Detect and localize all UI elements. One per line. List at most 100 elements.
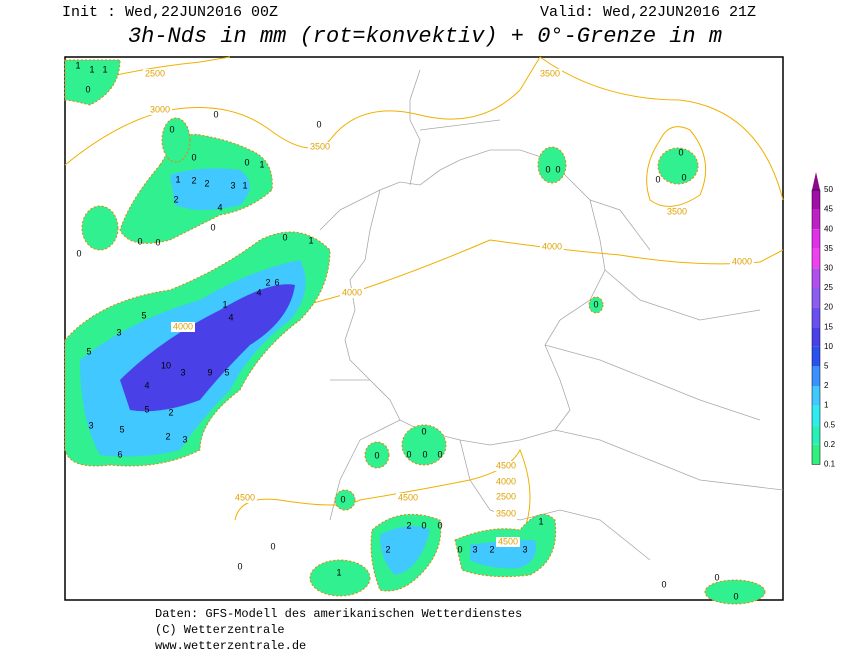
- legend-swatch: [812, 268, 820, 288]
- precip-label: 0: [655, 174, 660, 184]
- contour-labels: 2500300035003500350040004000400040004500…: [143, 68, 754, 547]
- precip-label: 2: [265, 277, 270, 287]
- precip-label: 1: [259, 159, 264, 169]
- precip-label: 3: [88, 420, 93, 430]
- precip-label: 0: [714, 572, 719, 582]
- precip-label: 4: [256, 287, 261, 297]
- precip-label: 0: [678, 147, 683, 157]
- freezing-level-label: 4000: [542, 241, 562, 251]
- legend-label: 0.1: [824, 460, 836, 469]
- freezing-level-label: 4500: [398, 492, 418, 502]
- legend: 50 45 40 35 30 25 20 15 10 5 2 1 0.5 0.2 0.1: [811, 172, 836, 469]
- legend-label: 20: [824, 303, 833, 312]
- legend-label: 45: [824, 205, 833, 214]
- legend-swatch: [812, 346, 820, 367]
- precip-label: 0: [155, 237, 160, 247]
- label-bg: [494, 492, 518, 502]
- precip-label: 5: [144, 404, 149, 414]
- precip-label: 2: [489, 544, 494, 554]
- precip-label: 0: [593, 299, 598, 309]
- legend-label: 40: [824, 224, 833, 233]
- legend-swatch: [812, 190, 820, 210]
- legend-label: 0.5: [824, 420, 836, 429]
- legend-swatch: [812, 444, 820, 465]
- precip-label: 4: [144, 380, 149, 390]
- borders: [319, 69, 784, 561]
- precip-label: 3: [182, 434, 187, 444]
- precip-label: 1: [222, 299, 227, 309]
- label-bg: [308, 142, 332, 152]
- valid-time: Valid: Wed,22JUN2016 21Z: [540, 4, 756, 21]
- precip-label: 0: [661, 579, 666, 589]
- label-bg: [538, 69, 562, 79]
- precip-label: 0: [270, 541, 275, 551]
- precip-label: 1: [308, 235, 313, 245]
- precip-label: 2: [204, 178, 209, 188]
- freezing-level-label: 4500: [235, 492, 255, 502]
- label-bg: [233, 493, 257, 503]
- precip-label: 0: [137, 236, 142, 246]
- legend-arrow: [812, 172, 820, 190]
- precip-label: 0: [733, 591, 738, 601]
- legend-frame: [811, 189, 821, 465]
- precip-label: 0: [210, 222, 215, 232]
- label-bg: [540, 242, 564, 252]
- label-bg: [494, 509, 518, 519]
- freezing-level-label: 3500: [310, 141, 330, 151]
- init-time: Init : Wed,22JUN2016 00Z: [62, 4, 278, 21]
- freezing-level-label: 2500: [496, 491, 516, 501]
- map-title: 3h-Nds in mm (rot=konvektiv) + 0°-Grenze…: [128, 24, 722, 49]
- precip-label: 2: [191, 175, 196, 185]
- precip-label: 1: [75, 60, 80, 70]
- precip-label: 0: [421, 426, 426, 436]
- label-bg: [148, 105, 172, 115]
- freezing-level-label: 4000: [342, 287, 362, 297]
- legend-label: 50: [824, 185, 833, 194]
- precip-label: 0: [191, 152, 196, 162]
- freezing-level-label: 4500: [498, 536, 518, 546]
- label-bg: [396, 493, 420, 503]
- freezing-level-label: 3500: [496, 508, 516, 518]
- freezing-level-label: 3000: [150, 104, 170, 114]
- legend-swatch: [812, 248, 820, 269]
- legend-label: 30: [824, 264, 833, 273]
- freezing-level-label: 3500: [667, 206, 687, 216]
- precip-label: 0: [76, 248, 81, 258]
- legend-label: 2: [824, 381, 829, 390]
- precip-label: 4: [217, 202, 222, 212]
- precip-label: 0: [316, 119, 321, 129]
- label-bg: [143, 69, 167, 79]
- label-bg: [494, 477, 518, 487]
- precip-label: 0: [374, 450, 379, 460]
- precip-label: 10: [161, 360, 171, 370]
- precip-label: 0: [437, 449, 442, 459]
- legend-label: 15: [824, 322, 833, 331]
- freezing-level-label: 4000: [496, 476, 516, 486]
- label-bg: [171, 322, 195, 332]
- footer-line: Daten: GFS-Modell des amerikanischen Wet…: [155, 607, 522, 621]
- legend-swatch: [812, 425, 820, 445]
- precip-label: 2: [165, 431, 170, 441]
- precip-label: 0: [437, 520, 442, 530]
- legend-swatch: [812, 327, 820, 347]
- legend-label: 35: [824, 244, 833, 253]
- precip-label: 0: [237, 561, 242, 571]
- precip-label: 5: [141, 310, 146, 320]
- precip-label: 5: [119, 424, 124, 434]
- precip-label: 2: [385, 544, 390, 554]
- legend-swatch: [812, 288, 820, 308]
- freezing-level-label: 3500: [540, 68, 560, 78]
- legend-swatch: [812, 405, 820, 426]
- precip-label: 6: [274, 277, 279, 287]
- precip-label: 3: [230, 180, 235, 190]
- precip-label: 2: [406, 520, 411, 530]
- freezing-level-label: 2500: [145, 68, 165, 78]
- legend-swatch: [812, 366, 820, 386]
- precip-label: 5: [224, 367, 229, 377]
- precip-label: 0: [169, 124, 174, 134]
- precip-label: 2: [173, 194, 178, 204]
- precip-label: 1: [89, 64, 94, 74]
- legend-label: 10: [824, 342, 833, 351]
